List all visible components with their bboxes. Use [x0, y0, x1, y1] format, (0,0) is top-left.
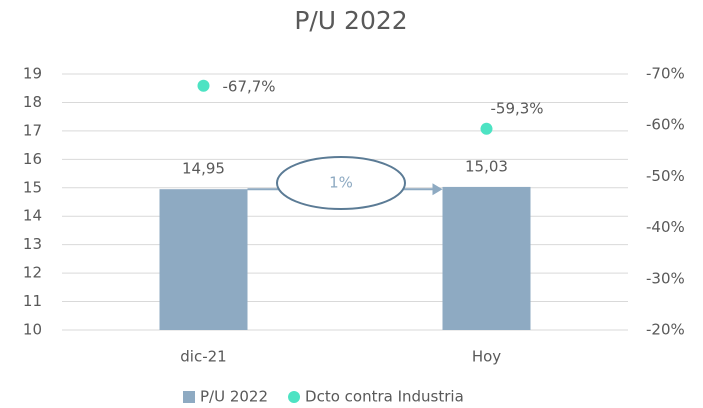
arrow-head	[432, 183, 443, 196]
y-tick-label: 12	[23, 264, 42, 282]
legend-swatch	[183, 391, 195, 403]
y-tick-label: 13	[23, 235, 42, 253]
data-label: -59,3%	[491, 99, 544, 117]
annotation-ellipse	[276, 156, 406, 210]
legend-label: P/U 2022	[200, 388, 268, 406]
y-tick-label: 19	[23, 65, 42, 83]
bar	[159, 189, 248, 330]
chart-title: P/U 2022	[294, 6, 407, 35]
legend-label: Dcto contra Industria	[305, 388, 464, 406]
y2-tick-label: -30%	[646, 269, 685, 287]
point	[480, 122, 493, 135]
y-tick-label: 14	[23, 207, 42, 225]
y-tick-label: 15	[23, 178, 42, 196]
y-tick-label: 16	[23, 150, 42, 168]
x-tick-label: dic-21	[180, 348, 226, 366]
legend-swatch	[288, 391, 301, 403]
y2-tick-label: -50%	[646, 167, 685, 185]
y-tick-label: 10	[23, 321, 42, 339]
y2-tick-label: -60%	[646, 116, 685, 134]
x-tick-label: Hoy	[472, 348, 501, 366]
y-tick-label: 17	[23, 121, 42, 139]
data-label: 15,03	[465, 157, 508, 175]
annotation-label: 1%	[329, 174, 353, 192]
y-tick-label: 11	[23, 292, 42, 310]
data-label: 14,95	[182, 160, 225, 178]
y-tick-label: 18	[23, 93, 42, 111]
bar	[442, 186, 531, 330]
y2-tick-label: -40%	[646, 218, 685, 236]
y2-tick-label: -70%	[646, 65, 685, 83]
point	[197, 79, 210, 92]
data-label: -67,7%	[223, 77, 276, 95]
y2-tick-label: -20%	[646, 321, 685, 339]
